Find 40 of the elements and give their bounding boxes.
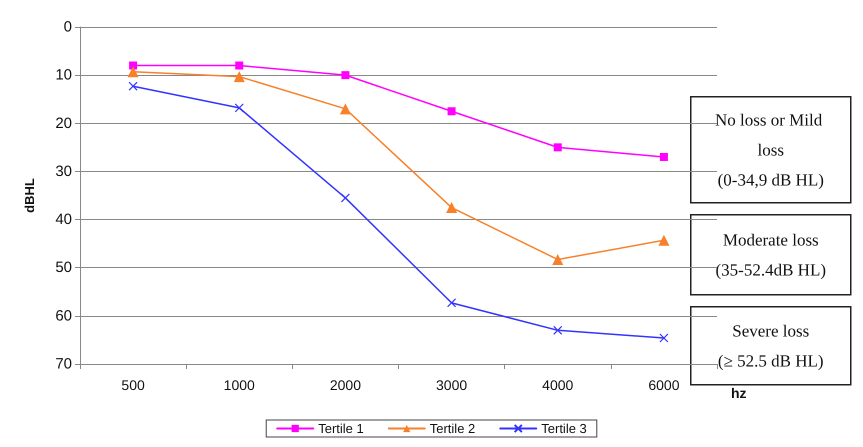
y-axis-title: dBHL <box>22 178 37 213</box>
y-tick-label: 20 <box>55 114 72 132</box>
y-tick-label: 50 <box>55 259 72 276</box>
point <box>234 103 244 112</box>
point <box>128 66 139 78</box>
y-tick-label: 60 <box>55 307 72 324</box>
point <box>446 202 458 214</box>
point <box>129 62 138 70</box>
point <box>341 71 350 80</box>
point <box>552 254 564 266</box>
point <box>340 103 351 114</box>
point <box>234 71 245 82</box>
legend-label: Tertile 3 <box>541 421 587 436</box>
legend-label: Tertile 2 <box>430 421 476 436</box>
y-tick-label: 70 <box>55 356 72 372</box>
annotation: No loss or Mild loss (0-34,9 dB HL) <box>715 110 826 190</box>
point <box>446 298 456 308</box>
y-tick-label: 0 <box>64 18 72 36</box>
point <box>235 62 244 70</box>
legend-label: Tertile 1 <box>318 421 364 436</box>
point <box>554 143 562 152</box>
annotation: Moderate loss (35-52.4dB HL) <box>716 230 826 280</box>
x-tick-label: 1000 <box>224 377 256 393</box>
point <box>448 107 456 116</box>
point <box>128 82 138 91</box>
x-axis-title: hz <box>731 385 747 401</box>
x-tick-label: 6000 <box>648 377 680 393</box>
y-tick-label: 10 <box>55 66 72 84</box>
point <box>553 326 562 335</box>
point <box>340 193 350 203</box>
y-tick-label: 30 <box>55 162 72 180</box>
x-tick-label: 2000 <box>330 377 362 393</box>
point <box>658 234 670 246</box>
text: Severe loss (≥ 52.5 dB HL) <box>718 321 824 370</box>
point <box>659 333 669 343</box>
x-tick-label: 4000 <box>542 377 574 393</box>
y-tick-label: 40 <box>55 211 72 228</box>
point <box>660 152 668 161</box>
x-tick-label: 500 <box>121 377 145 393</box>
x-tick-label: 3000 <box>436 377 468 393</box>
